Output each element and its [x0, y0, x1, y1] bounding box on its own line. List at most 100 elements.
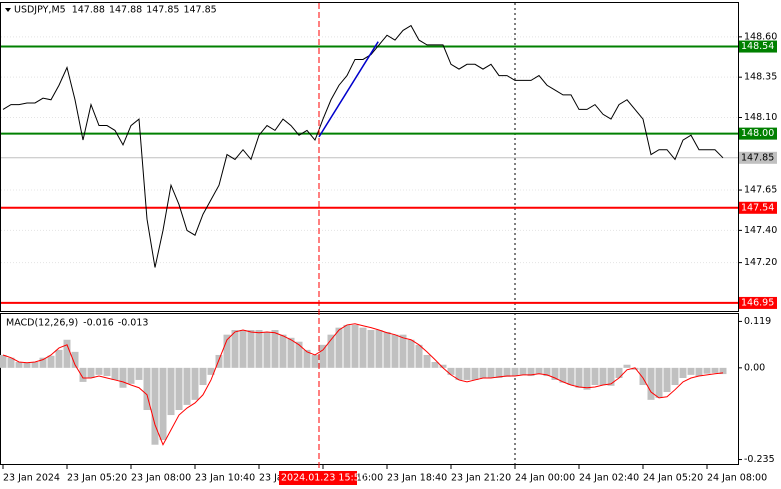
macd-histogram-bar	[423, 354, 431, 368]
macd-histogram-bar	[719, 367, 727, 375]
macd-histogram-bar	[575, 367, 583, 388]
macd-histogram-bar	[543, 367, 551, 377]
macd-histogram-bar	[407, 339, 415, 368]
macd-histogram-bar	[687, 367, 695, 375]
level-label: 146.95	[741, 297, 774, 308]
symbol: USDJPY,M5	[14, 5, 66, 16]
macd-histogram-bar	[271, 329, 279, 368]
macd-histogram-bar	[655, 367, 663, 398]
macd-histogram-bar	[439, 364, 447, 368]
macd-histogram-bar	[207, 367, 215, 375]
macd-histogram-bar	[351, 324, 359, 368]
macd-histogram-bar	[367, 329, 375, 368]
price-line	[2, 24, 724, 268]
y-tick-label: 147.40	[744, 225, 777, 236]
macd-histogram-bar	[447, 367, 455, 375]
macd-histogram-bar	[295, 341, 303, 368]
macd-histogram-bar	[623, 364, 631, 368]
level-label-box	[739, 201, 777, 214]
macd-histogram-bar	[319, 344, 327, 368]
macd-histogram-bar	[615, 367, 623, 378]
y-tick-label: 147.65	[744, 185, 777, 196]
macd-histogram-bar	[375, 329, 383, 368]
y-tick-label: 148.10	[744, 112, 777, 123]
macd-histogram-bar	[551, 367, 559, 380]
macd-histogram-bar	[127, 367, 135, 384]
x-tick-label: 23 Jan 10:40	[195, 473, 255, 484]
last-price-label: 147.85	[741, 152, 774, 163]
level-label: 148.00	[741, 128, 774, 139]
macd-histogram-bar	[287, 337, 295, 368]
macd-histogram-bar	[71, 351, 79, 368]
macd-histogram-bar	[343, 324, 351, 368]
level-label-box	[739, 40, 777, 53]
macd-histogram-bar	[183, 367, 191, 405]
macd-title: MACD(12,26,9)	[6, 318, 78, 329]
macd-histogram-bar	[151, 367, 159, 445]
y-tick-label: 0.00	[744, 362, 765, 373]
macd-histogram-bar	[495, 367, 503, 378]
menu-arrow[interactable]	[5, 8, 11, 12]
price-panel-frame	[0, 2, 739, 312]
macd-histogram-bar	[263, 331, 271, 368]
macd-histogram-bar	[463, 367, 471, 380]
macd-histogram-bar	[455, 367, 463, 380]
y-tick-label: 0.119	[744, 316, 771, 327]
x-tick-label: 23 Jan 2024	[3, 473, 60, 484]
macd-value: -0.016	[83, 318, 114, 329]
macd-histogram-bar	[31, 361, 39, 368]
macd-histogram-bar	[223, 334, 231, 368]
x-tick-label: 23 Jan 08:00	[131, 473, 191, 484]
macd-histogram-bar	[607, 367, 615, 386]
level-label-box	[739, 127, 777, 140]
macd-histogram-bar	[87, 367, 95, 378]
x-tick-label: 24 Jan 05:20	[643, 473, 703, 484]
level-label: 148.54	[741, 41, 774, 52]
macd-histogram-bar	[255, 329, 263, 368]
macd-histogram-bar	[567, 367, 575, 386]
x-tick-label: 24 Jan 08:00	[707, 473, 767, 484]
trendline	[318, 41, 379, 138]
macd-histogram-bar	[679, 367, 687, 378]
macd-histogram-bar	[0, 354, 7, 368]
macd-histogram-bar	[391, 334, 399, 368]
macd-histogram-bar	[591, 367, 599, 386]
y-tick-label: -0.235	[744, 454, 775, 465]
macd-histogram-bar	[631, 367, 639, 370]
macd-histogram-bar	[143, 367, 151, 410]
macd-histogram-bar	[39, 357, 47, 368]
macd-histogram-bar	[471, 367, 479, 380]
macd-histogram-bar	[479, 367, 487, 378]
macd-histogram-bar	[695, 367, 703, 377]
macd-histogram-bar	[303, 349, 311, 368]
macd-histogram-bar	[647, 367, 655, 400]
x-tick-label: 23 Jan 18:40	[387, 473, 447, 484]
x-tick-label: 23 Jan 05:20	[67, 473, 127, 484]
macd-histogram-bar	[583, 367, 591, 390]
macd-histogram-bar	[111, 367, 119, 380]
macd-histogram-bar	[231, 329, 239, 368]
macd-histogram-bar	[383, 331, 391, 368]
x-tick-label: 23 Jan 21:20	[451, 473, 511, 484]
macd-histogram-bar	[535, 367, 543, 374]
macd-signal-value: -0.013	[118, 318, 149, 329]
macd-histogram-bar	[527, 367, 535, 377]
macd-histogram-bar	[215, 354, 223, 368]
macd-histogram-bar	[639, 367, 647, 386]
macd-histogram-bar	[327, 334, 335, 368]
macd-histogram-bar	[119, 367, 127, 388]
macd-histogram-bar	[135, 367, 143, 380]
macd-histogram-bar	[511, 367, 519, 377]
x-tick-label: 24 Jan 00:00	[515, 473, 575, 484]
macd-histogram-bar	[23, 362, 31, 368]
macd-histogram-bar	[519, 367, 527, 375]
ohlc-value: 147.85	[183, 5, 216, 16]
ohlc-value: 147.85	[146, 5, 179, 16]
macd-histogram-bar	[7, 357, 15, 368]
last-price-box	[739, 151, 777, 164]
y-tick-label: 147.20	[744, 257, 777, 268]
macd-histogram-bar	[175, 367, 183, 410]
macd-histogram-bar	[55, 349, 63, 368]
